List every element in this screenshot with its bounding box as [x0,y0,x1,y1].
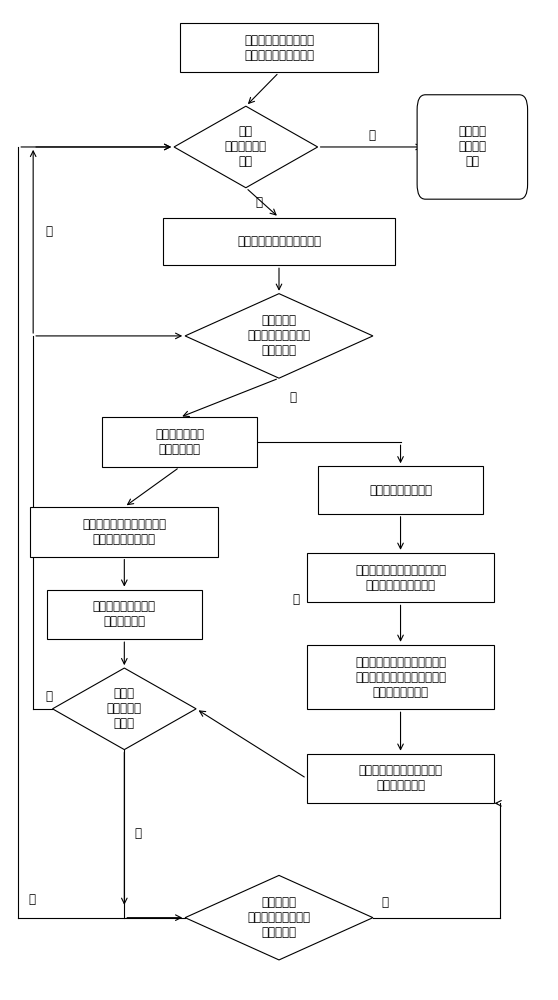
Text: 基于该计划建立跟踪结束时间
延伸到可行解对象的跟踪结束
时间的新计划对象: 基于该计划建立跟踪结束时间 延伸到可行解对象的跟踪结束 时间的新计划对象 [355,656,446,699]
Polygon shape [174,106,318,188]
Polygon shape [185,875,373,960]
Text: 是: 是 [45,225,52,238]
FancyBboxPatch shape [318,466,483,514]
Text: 否: 否 [381,896,388,909]
Text: 是: 是 [368,129,375,142]
FancyBboxPatch shape [30,507,218,557]
Text: 载入一个连续跟踪需求对象: 载入一个连续跟踪需求对象 [237,235,321,248]
FancyBboxPatch shape [307,754,494,803]
FancyBboxPatch shape [47,589,201,639]
Text: 是: 是 [45,690,52,703]
Text: 是: 是 [28,893,35,906]
Text: 结束连续
跟踪任务
调度: 结束连续 跟踪任务 调度 [458,125,487,168]
Text: 删除该计划并将新计划加入
已分配计划集合: 删除该计划并将新计划加入 已分配计划集合 [359,764,442,792]
Text: 判断已分配
计划是否满足最小服
务时长需求: 判断已分配 计划是否满足最小服 务时长需求 [248,896,310,939]
Polygon shape [185,294,373,378]
FancyBboxPatch shape [307,553,494,602]
FancyBboxPatch shape [307,645,494,709]
FancyBboxPatch shape [417,95,528,199]
Text: 需求
对象是否遍历
完毕: 需求 对象是否遍历 完毕 [225,125,267,168]
Text: 判断已分配
计划是否满足最小服
务时长需求: 判断已分配 计划是否满足最小服 务时长需求 [248,314,310,357]
FancyBboxPatch shape [180,23,378,72]
Text: 载入一个可行解对象: 载入一个可行解对象 [369,484,432,497]
FancyBboxPatch shape [163,218,395,265]
Text: 否: 否 [292,593,299,606]
Text: 连续跟踪任务需求对象
集合按优先级降序排序: 连续跟踪任务需求对象 集合按优先级降序排序 [244,34,314,62]
Text: 否: 否 [256,196,263,209]
Text: 否: 否 [289,391,296,404]
FancyBboxPatch shape [102,417,257,467]
Text: 取跟踪结束时间与该可行解跟
踪开始时间相接的计划: 取跟踪结束时间与该可行解跟 踪开始时间相接的计划 [355,564,446,592]
Text: 基于需求对象时间窗口载入
期望设备的可见预报: 基于需求对象时间窗口载入 期望设备的可见预报 [83,518,166,546]
Text: 载入需求对象的
期望设备列表: 载入需求对象的 期望设备列表 [155,428,204,456]
Text: 可行解
对象是否遍
历完毕: 可行解 对象是否遍 历完毕 [107,687,142,730]
Text: 否: 否 [134,827,141,840]
Text: 构建满足该需求对象
的可行解空间: 构建满足该需求对象 的可行解空间 [93,600,156,628]
Polygon shape [52,668,196,750]
